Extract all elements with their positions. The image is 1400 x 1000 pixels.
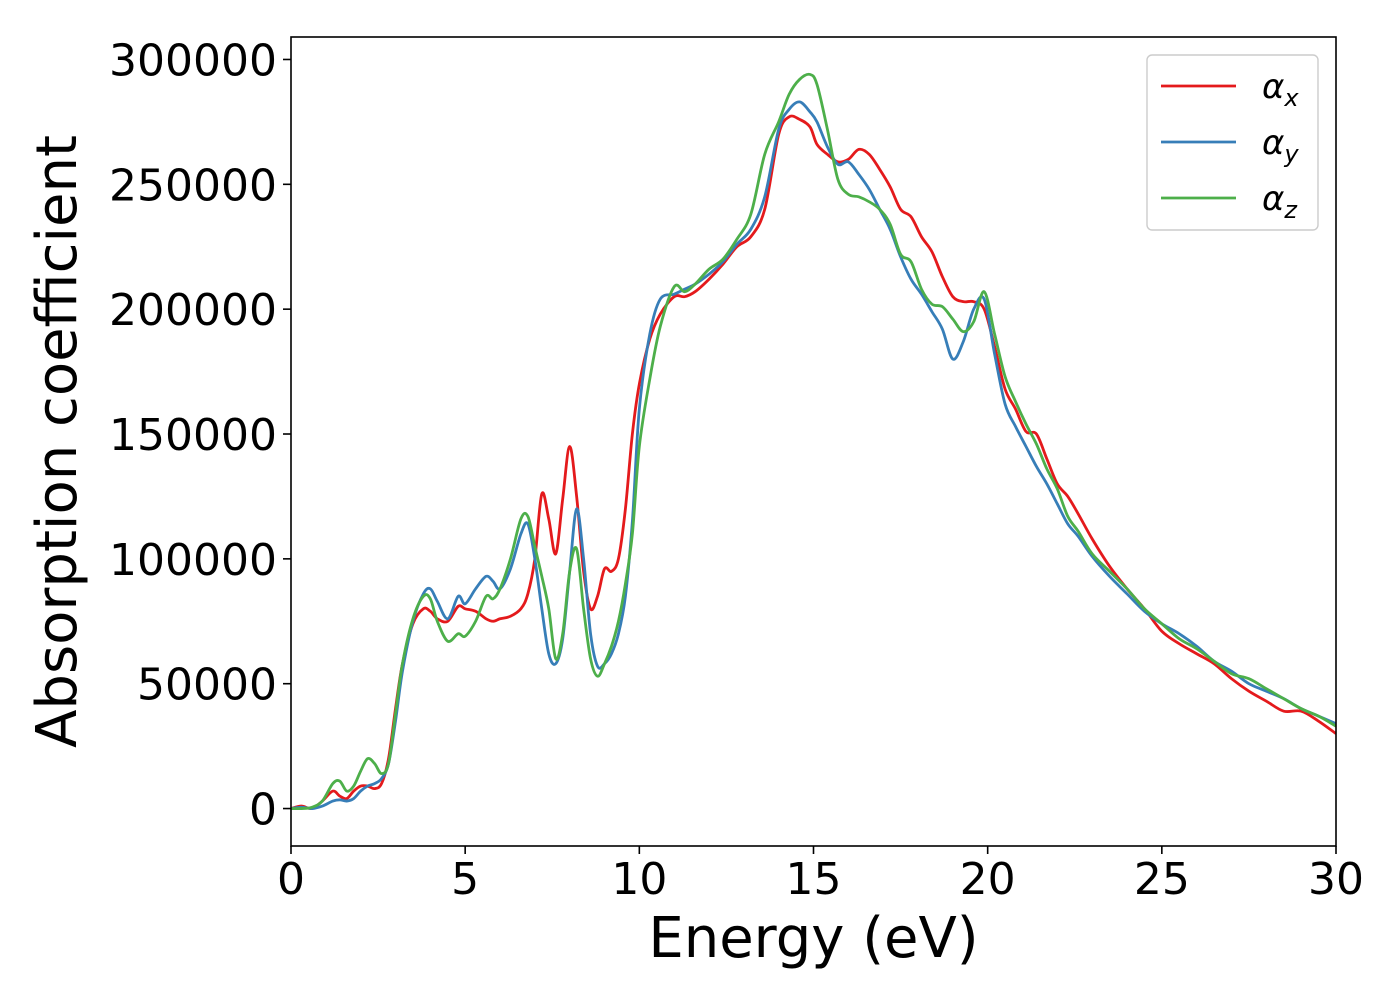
y-axis-title: Absorption coefficient [25, 135, 90, 748]
y-tick-label: 0 [249, 785, 277, 836]
x-tick-label: 30 [1308, 854, 1364, 905]
y-tick-label: 300000 [109, 35, 277, 86]
x-tick-label: 5 [451, 854, 479, 905]
x-tick-label: 10 [611, 854, 667, 905]
series-layer [291, 72, 1336, 811]
x-tick-label: 0 [277, 854, 305, 905]
y-tick-label: 100000 [109, 535, 277, 586]
x-axis-title: Energy (eV) [648, 906, 978, 971]
y-tick-label: 50000 [137, 660, 277, 711]
series-line-z [291, 72, 1336, 811]
x-tick-label: 20 [960, 854, 1016, 905]
y-tick-label: 200000 [109, 285, 277, 336]
y-tick-label: 250000 [109, 160, 277, 211]
x-tick-label: 25 [1134, 854, 1190, 905]
x-tick-label: 15 [786, 854, 842, 905]
y-tick-label: 150000 [109, 410, 277, 461]
series-line-x [291, 114, 1336, 811]
ticks-layer: 0 5 10 15 20 25 30 0 50000 100000 150000 200000 2500… [109, 35, 1364, 905]
